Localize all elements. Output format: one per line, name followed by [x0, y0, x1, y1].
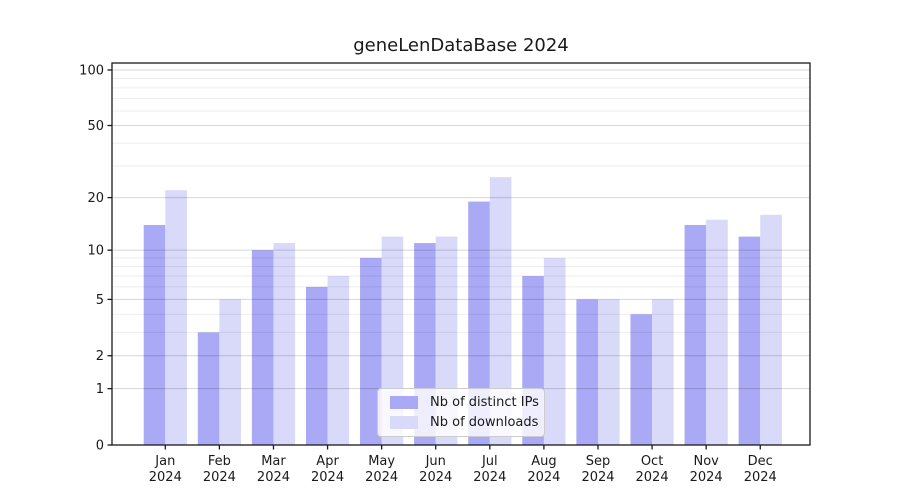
- bar: [576, 299, 598, 445]
- x-tick-label: Oct: [641, 454, 663, 469]
- bar: [738, 236, 761, 445]
- x-tick-label: Jun: [425, 454, 446, 469]
- bar: [273, 243, 296, 445]
- bar: [360, 257, 382, 445]
- legend-swatch-downloads: [390, 416, 418, 429]
- bar: [706, 219, 728, 445]
- bar: [652, 299, 674, 445]
- x-tick-label-year: 2024: [149, 470, 182, 485]
- bar: [165, 190, 187, 445]
- x-tick-label-year: 2024: [419, 470, 452, 485]
- bar: [760, 214, 782, 445]
- bar: [543, 257, 566, 445]
- y-tick-label: 20: [87, 191, 104, 206]
- x-tick-label-year: 2024: [744, 470, 777, 485]
- legend-label: Nb of distinct IPs: [430, 395, 539, 410]
- bar: [684, 224, 707, 445]
- x-tick-label: Jul: [481, 454, 498, 469]
- x-tick-label: Feb: [208, 454, 231, 469]
- y-tick-label: 2: [96, 349, 104, 364]
- bar: [143, 224, 166, 445]
- y-tick-label: 5: [96, 293, 104, 308]
- bar: [468, 201, 490, 445]
- bar: [489, 177, 512, 445]
- bar: [219, 299, 241, 445]
- x-tick-label-year: 2024: [473, 470, 506, 485]
- x-tick-label: Sep: [586, 454, 611, 469]
- x-tick-label-year: 2024: [690, 470, 723, 485]
- bar: [197, 332, 220, 445]
- x-tick-label-year: 2024: [257, 470, 290, 485]
- x-tick-label-year: 2024: [365, 470, 398, 485]
- y-tick-label: 0: [96, 439, 104, 454]
- y-tick-label: 1: [96, 382, 104, 397]
- x-tick-label: May: [368, 454, 395, 469]
- x-tick-label: Aug: [531, 454, 556, 469]
- bar: [327, 276, 350, 445]
- legend-swatch-distinct-ips: [390, 396, 418, 409]
- chart-title: geneLenDataBase 2024: [353, 35, 569, 56]
- x-tick-label-year: 2024: [203, 470, 236, 485]
- axis-frame: [111, 62, 811, 446]
- y-tick-label: 10: [87, 244, 104, 259]
- bar: [630, 314, 653, 445]
- y-tick-label: 50: [87, 119, 104, 134]
- x-tick-label-year: 2024: [636, 470, 669, 485]
- legend-label: Nb of downloads: [430, 415, 539, 430]
- x-tick-label: Dec: [748, 454, 773, 469]
- y-tick-label: 100: [79, 64, 104, 79]
- bar: [305, 286, 328, 445]
- x-tick-label-year: 2024: [527, 470, 560, 485]
- x-tick-label-year: 2024: [581, 470, 614, 485]
- x-tick-label-year: 2024: [311, 470, 344, 485]
- x-tick-label: Apr: [316, 454, 339, 469]
- x-tick-label: Jan: [154, 454, 175, 469]
- bar: [251, 250, 274, 445]
- legend-item: Nb of distinct IPs: [390, 395, 544, 410]
- x-tick-label: Nov: [693, 454, 719, 469]
- x-tick-label: Mar: [261, 454, 286, 469]
- bar: [597, 299, 620, 445]
- legend-item: Nb of downloads: [390, 415, 544, 430]
- legend: Nb of distinct IPs Nb of downloads: [377, 388, 545, 437]
